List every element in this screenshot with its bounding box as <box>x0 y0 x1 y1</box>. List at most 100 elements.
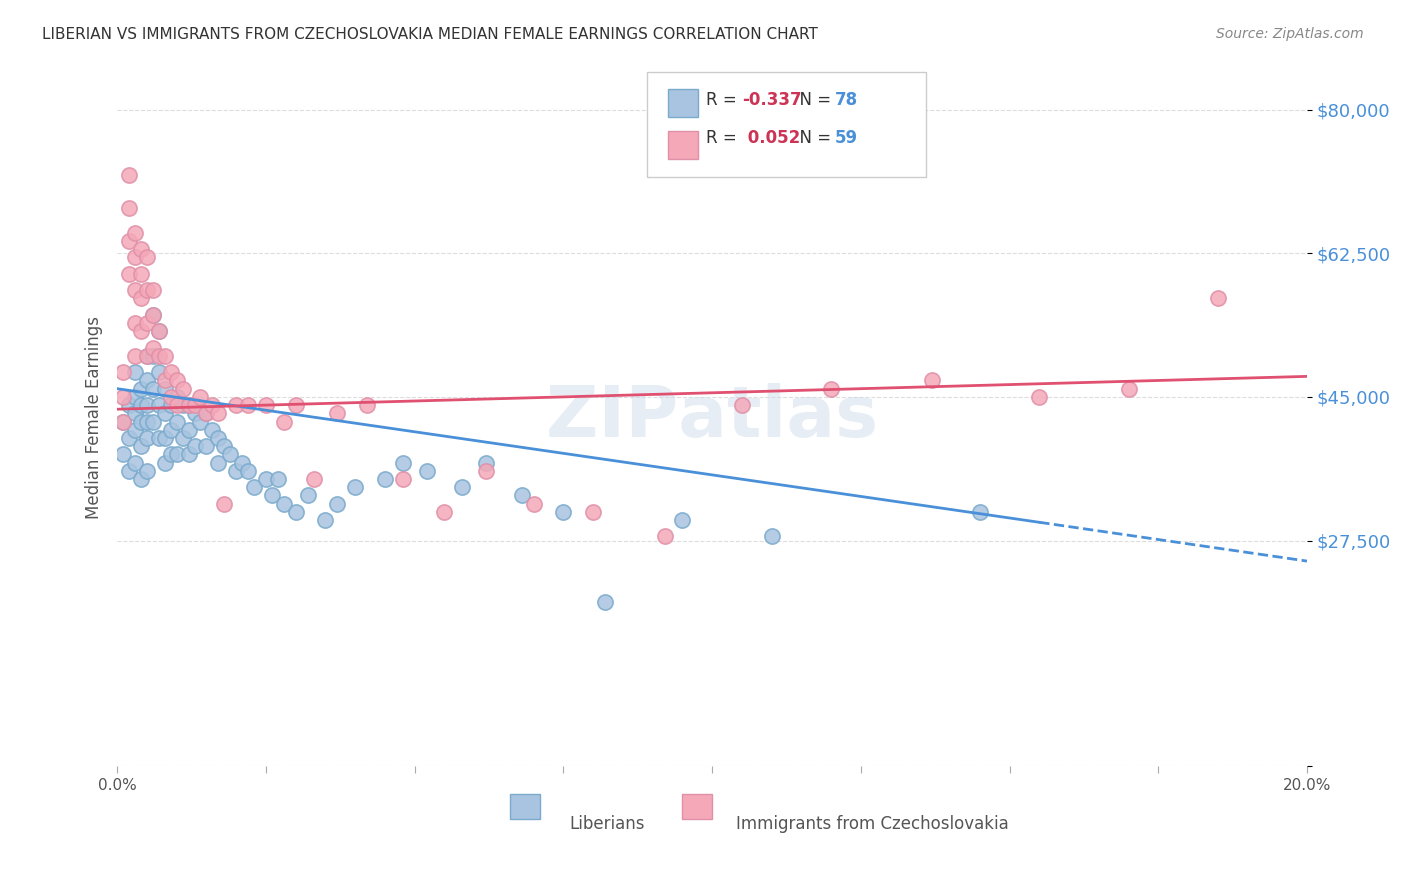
Point <box>177 447 200 461</box>
Point <box>148 349 170 363</box>
Point <box>254 398 277 412</box>
Point <box>124 456 146 470</box>
Point <box>297 488 319 502</box>
FancyBboxPatch shape <box>682 794 711 819</box>
Point <box>124 283 146 297</box>
Point <box>553 505 575 519</box>
Text: Source: ZipAtlas.com: Source: ZipAtlas.com <box>1216 27 1364 41</box>
Point <box>136 398 159 412</box>
Point <box>118 267 141 281</box>
Point <box>207 431 229 445</box>
Point <box>142 349 165 363</box>
Point <box>142 283 165 297</box>
Point <box>118 168 141 182</box>
Point <box>124 316 146 330</box>
Point <box>112 365 135 379</box>
Point <box>254 472 277 486</box>
Text: 0.052: 0.052 <box>742 129 800 147</box>
Point <box>153 374 176 388</box>
Point <box>124 406 146 420</box>
Point <box>124 423 146 437</box>
Point <box>510 488 533 502</box>
Point <box>214 439 236 453</box>
Point <box>142 341 165 355</box>
Point <box>761 529 783 543</box>
Point <box>183 439 205 453</box>
Point <box>153 456 176 470</box>
Point <box>112 390 135 404</box>
Point <box>391 456 413 470</box>
Point <box>195 406 218 420</box>
Point <box>153 406 176 420</box>
Point <box>124 250 146 264</box>
Point <box>166 374 188 388</box>
Point <box>118 201 141 215</box>
Point <box>129 415 152 429</box>
Text: R =: R = <box>706 129 742 147</box>
Point <box>177 398 200 412</box>
Point <box>225 398 247 412</box>
Point <box>391 472 413 486</box>
Point <box>969 505 991 519</box>
FancyBboxPatch shape <box>668 89 697 118</box>
Point <box>142 308 165 322</box>
Point <box>1028 390 1050 404</box>
Point <box>166 390 188 404</box>
Point <box>415 464 437 478</box>
Point <box>273 497 295 511</box>
Point <box>190 390 212 404</box>
FancyBboxPatch shape <box>647 72 927 177</box>
Text: N =: N = <box>789 91 837 109</box>
FancyBboxPatch shape <box>510 794 540 819</box>
Point <box>284 398 307 412</box>
Text: 59: 59 <box>835 129 858 147</box>
Point <box>136 349 159 363</box>
Point <box>142 382 165 396</box>
Point <box>207 406 229 420</box>
Point <box>129 324 152 338</box>
Y-axis label: Median Female Earnings: Median Female Earnings <box>86 316 103 519</box>
Point <box>129 439 152 453</box>
Point <box>148 324 170 338</box>
Point <box>118 234 141 248</box>
Point <box>260 488 283 502</box>
Point <box>344 480 367 494</box>
Point <box>153 382 176 396</box>
Point <box>136 349 159 363</box>
Point <box>129 382 152 396</box>
Point <box>142 415 165 429</box>
Point <box>314 513 336 527</box>
Point <box>593 595 616 609</box>
Point <box>129 267 152 281</box>
Text: N =: N = <box>789 129 837 147</box>
Text: -0.337: -0.337 <box>742 91 801 109</box>
Point <box>118 431 141 445</box>
Point <box>475 456 498 470</box>
Point <box>159 423 181 437</box>
Point <box>172 431 194 445</box>
Point <box>124 226 146 240</box>
Point <box>148 324 170 338</box>
Point <box>654 529 676 543</box>
Point <box>159 398 181 412</box>
Text: 78: 78 <box>835 91 858 109</box>
Point <box>374 472 396 486</box>
Point <box>214 497 236 511</box>
Point <box>166 415 188 429</box>
Point <box>326 497 349 511</box>
Point <box>201 398 224 412</box>
Text: ZIP​atlas: ZIP​atlas <box>546 383 879 452</box>
Point <box>129 242 152 256</box>
Point <box>231 456 253 470</box>
Point <box>1118 382 1140 396</box>
Point <box>159 390 181 404</box>
Point <box>166 447 188 461</box>
Point <box>820 382 842 396</box>
Point <box>183 398 205 412</box>
Point <box>159 365 181 379</box>
Text: R =: R = <box>706 91 742 109</box>
Point <box>136 374 159 388</box>
Point <box>284 505 307 519</box>
Point <box>243 480 266 494</box>
Point <box>136 250 159 264</box>
